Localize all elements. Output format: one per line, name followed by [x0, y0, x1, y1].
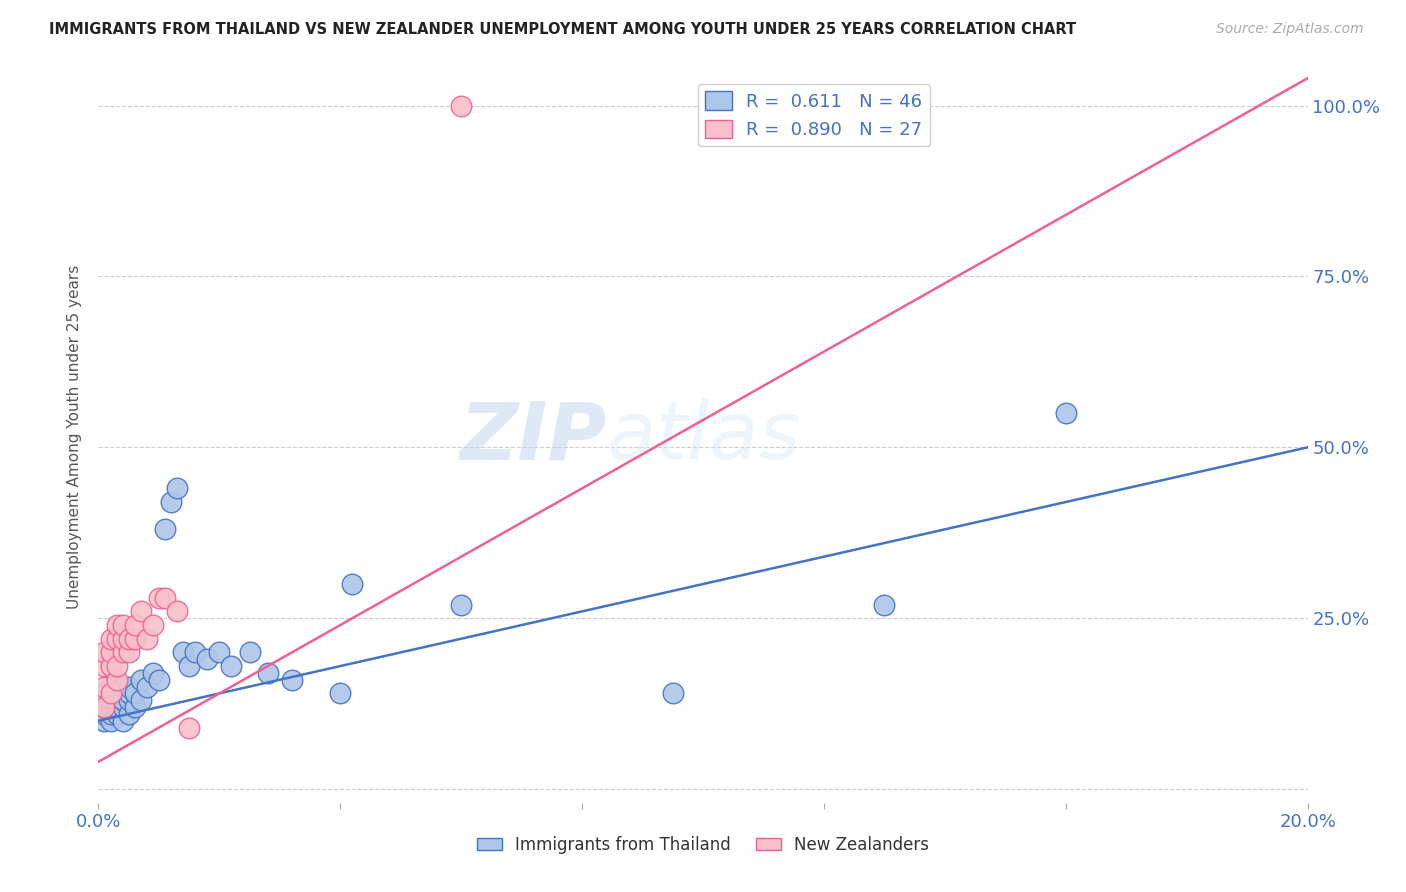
Point	[129, 693, 152, 707]
Point	[873, 598, 896, 612]
Point	[329, 686, 352, 700]
Point	[100, 680, 122, 694]
Point	[111, 693, 134, 707]
Point	[105, 673, 128, 687]
Point	[148, 591, 170, 605]
Point	[124, 632, 146, 646]
Point	[93, 706, 115, 721]
Point	[153, 522, 176, 536]
Point	[93, 700, 115, 714]
Point	[135, 632, 157, 646]
Point	[148, 673, 170, 687]
Point	[93, 645, 115, 659]
Point	[124, 686, 146, 700]
Point	[281, 673, 304, 687]
Point	[1054, 406, 1077, 420]
Point	[142, 665, 165, 680]
Point	[111, 680, 134, 694]
Point	[450, 598, 472, 612]
Point	[100, 706, 122, 721]
Point	[450, 98, 472, 112]
Point	[195, 652, 218, 666]
Point	[105, 632, 128, 646]
Point	[105, 686, 128, 700]
Point	[166, 481, 188, 495]
Point	[105, 693, 128, 707]
Point	[153, 591, 176, 605]
Point	[111, 645, 134, 659]
Point	[100, 714, 122, 728]
Point	[208, 645, 231, 659]
Legend: Immigrants from Thailand, New Zealanders: Immigrants from Thailand, New Zealanders	[470, 829, 936, 860]
Point	[93, 714, 115, 728]
Point	[160, 495, 183, 509]
Point	[118, 680, 141, 694]
Point	[118, 693, 141, 707]
Point	[256, 665, 278, 680]
Text: atlas: atlas	[606, 398, 801, 476]
Point	[105, 618, 128, 632]
Point	[118, 686, 141, 700]
Point	[93, 659, 115, 673]
Point	[100, 686, 122, 700]
Point	[111, 700, 134, 714]
Point	[100, 700, 122, 714]
Text: ZIP: ZIP	[458, 398, 606, 476]
Point	[118, 645, 141, 659]
Point	[111, 632, 134, 646]
Point	[111, 714, 134, 728]
Text: IMMIGRANTS FROM THAILAND VS NEW ZEALANDER UNEMPLOYMENT AMONG YOUTH UNDER 25 YEAR: IMMIGRANTS FROM THAILAND VS NEW ZEALANDE…	[49, 22, 1077, 37]
Point	[93, 680, 115, 694]
Point	[129, 673, 152, 687]
Point	[100, 659, 122, 673]
Point	[124, 700, 146, 714]
Point	[135, 680, 157, 694]
Point	[342, 577, 364, 591]
Point	[661, 686, 683, 700]
Point	[184, 645, 207, 659]
Point	[124, 618, 146, 632]
Point	[105, 706, 128, 721]
Point	[105, 659, 128, 673]
Text: Source: ZipAtlas.com: Source: ZipAtlas.com	[1216, 22, 1364, 37]
Point	[118, 632, 141, 646]
Point	[93, 686, 115, 700]
Point	[129, 604, 152, 618]
Point	[100, 645, 122, 659]
Point	[100, 693, 122, 707]
Y-axis label: Unemployment Among Youth under 25 years: Unemployment Among Youth under 25 years	[67, 265, 83, 609]
Point	[239, 645, 262, 659]
Point	[166, 604, 188, 618]
Point	[105, 700, 128, 714]
Point	[221, 659, 243, 673]
Point	[93, 700, 115, 714]
Point	[172, 645, 194, 659]
Point	[142, 618, 165, 632]
Point	[118, 706, 141, 721]
Point	[100, 632, 122, 646]
Point	[179, 659, 201, 673]
Point	[179, 721, 201, 735]
Point	[111, 618, 134, 632]
